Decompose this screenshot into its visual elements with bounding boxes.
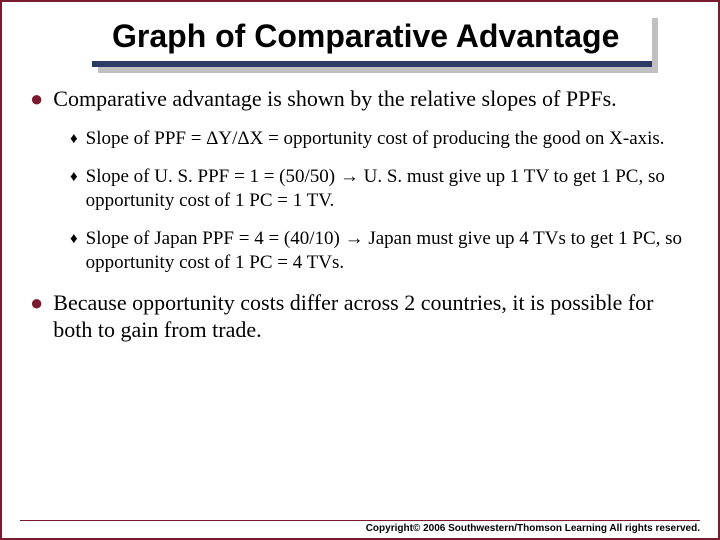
bullet-level2: ♦ Slope of U. S. PPF = 1 = (50/50) → U. … xyxy=(70,165,690,213)
sub-bullet-text: Slope of U. S. PPF = 1 = (50/50) → U. S.… xyxy=(86,165,690,213)
bullet-text: Because opportunity costs differ across … xyxy=(53,289,690,343)
copyright-text: Copyright© 2006 Southwestern/Thomson Lea… xyxy=(20,523,700,534)
bullet-text: Comparative advantage is shown by the re… xyxy=(53,85,616,113)
title-box: Graph of Comparative Advantage xyxy=(92,12,652,67)
slide-frame: Graph of Comparative Advantage ● Compara… xyxy=(0,0,720,540)
content-area: ● Comparative advantage is shown by the … xyxy=(2,67,718,343)
bullet-level2: ♦ Slope of PPF = ΔY/ΔX = opportunity cos… xyxy=(70,127,690,151)
title-container: Graph of Comparative Advantage xyxy=(92,12,652,67)
sub-bullet-text: Slope of Japan PPF = 4 = (40/10) → Japan… xyxy=(86,227,690,275)
footer-divider xyxy=(20,520,700,521)
sub-bullet-group: ♦ Slope of PPF = ΔY/ΔX = opportunity cos… xyxy=(70,127,690,275)
slide-title: Graph of Comparative Advantage xyxy=(112,18,632,55)
bullet-level1: ● Comparative advantage is shown by the … xyxy=(30,85,690,113)
diamond-icon: ♦ xyxy=(70,127,78,151)
sub-bullet-text: Slope of PPF = ΔY/ΔX = opportunity cost … xyxy=(86,127,665,151)
bullet-level1: ● Because opportunity costs differ acros… xyxy=(30,289,690,343)
diamond-icon: ♦ xyxy=(70,165,78,213)
bullet-dot-icon: ● xyxy=(30,289,43,343)
diamond-icon: ♦ xyxy=(70,227,78,275)
bullet-level2: ♦ Slope of Japan PPF = 4 = (40/10) → Jap… xyxy=(70,227,690,275)
bullet-dot-icon: ● xyxy=(30,85,43,113)
footer: Copyright© 2006 Southwestern/Thomson Lea… xyxy=(20,520,700,534)
